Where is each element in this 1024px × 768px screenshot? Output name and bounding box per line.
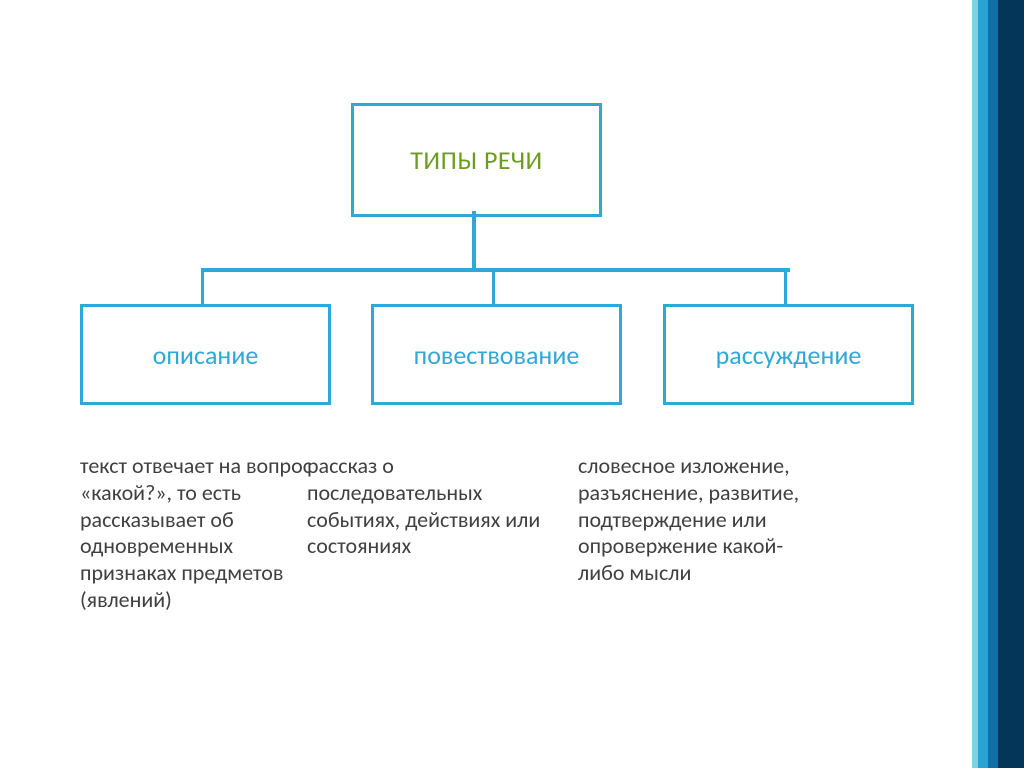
child-desc-0: текст отвечает на вопрос «какой?», то ес… — [80, 453, 315, 614]
connector-hbar — [203, 268, 790, 272]
accent-stripe-1 — [988, 0, 998, 768]
connector-drop-2 — [784, 268, 787, 304]
accent-stripe-0 — [998, 0, 1024, 768]
connector-drop-0 — [201, 268, 204, 304]
connector-trunk — [472, 211, 476, 272]
slide-canvas: ТИПЫ РЕЧИописание текст отвечает на вопро… — [0, 0, 1024, 768]
accent-stripe-2 — [978, 0, 988, 768]
connector-drop-1 — [492, 268, 495, 304]
root-node: ТИПЫ РЕЧИ — [351, 103, 602, 217]
child-node-1: повествование — [371, 304, 622, 405]
accent-stripe-3 — [972, 0, 978, 768]
child-node-0: описание — [80, 304, 331, 405]
child-desc-2: словесное изложение, разъяснение, развит… — [578, 453, 813, 587]
child-node-2: рассуждение — [663, 304, 914, 405]
child-desc-1: рассказ о последовательных событиях, дей… — [307, 453, 542, 560]
